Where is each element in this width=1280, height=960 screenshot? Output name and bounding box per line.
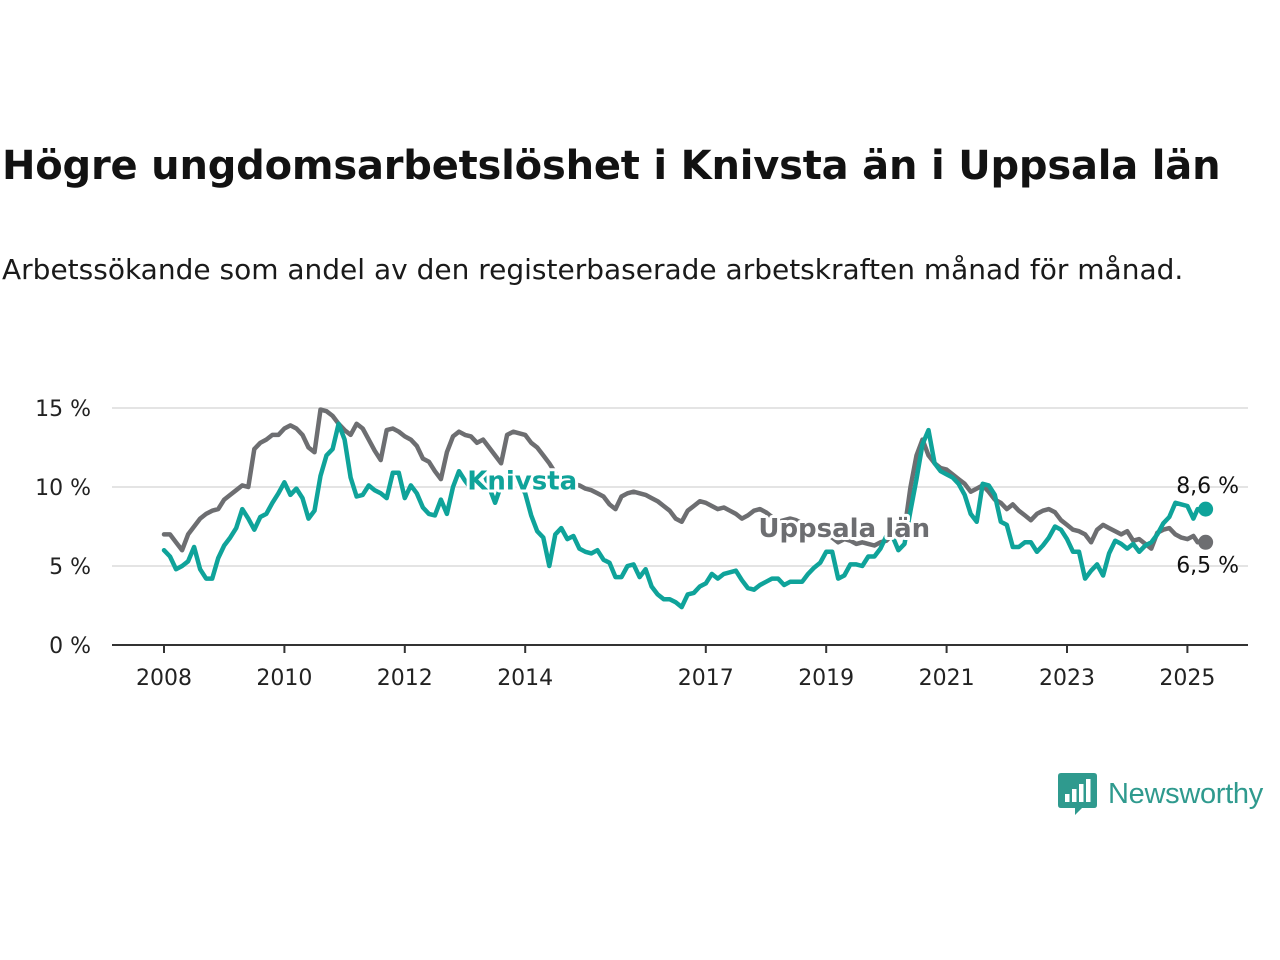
series-label-knivsta: Knivsta bbox=[467, 467, 577, 497]
x-tick-label: 2019 bbox=[798, 666, 854, 691]
brand-logo: Newsworthy bbox=[1058, 772, 1263, 816]
x-tick-label: 2014 bbox=[497, 666, 553, 691]
y-tick-label: 15 % bbox=[35, 397, 91, 422]
series-lines: 6,5 % 8,6 % bbox=[161, 407, 1239, 610]
end-point-knivsta bbox=[1198, 501, 1214, 517]
x-tick-label: 2012 bbox=[377, 666, 433, 691]
x-axis bbox=[112, 644, 1248, 653]
brand-name: Newsworthy bbox=[1108, 777, 1263, 810]
y-axis-tick-labels: 0 % 5 % 10 % 15 % bbox=[35, 397, 91, 659]
end-label-knivsta: 8,6 % bbox=[1176, 474, 1239, 499]
x-tick-label: 2008 bbox=[136, 666, 192, 691]
x-tick-label: 2025 bbox=[1159, 666, 1215, 691]
series-line-uppsala-lan bbox=[161, 407, 1200, 553]
series-annotations: Knivsta Uppsala län bbox=[464, 464, 933, 547]
chart-title: Högre ungdomsarbetslöshet i Knivsta än i… bbox=[2, 143, 1221, 189]
x-tick-label: 2017 bbox=[678, 666, 734, 691]
series-line-knivsta bbox=[161, 421, 1200, 610]
grid-lines bbox=[112, 407, 1248, 567]
end-label-uppsala-lan: 6,5 % bbox=[1176, 553, 1239, 578]
x-tick-label: 2021 bbox=[919, 666, 975, 691]
newsworthy-logo-icon bbox=[1058, 773, 1097, 815]
chart-subtitle: Arbetssökande som andel av den registerb… bbox=[2, 253, 1184, 286]
y-tick-label: 10 % bbox=[35, 476, 91, 501]
x-tick-label: 2010 bbox=[256, 666, 312, 691]
y-tick-label: 5 % bbox=[49, 555, 91, 580]
series-label-uppsala-lan: Uppsala län bbox=[758, 514, 930, 544]
end-point-uppsala-lan bbox=[1198, 534, 1214, 550]
x-tick-label: 2023 bbox=[1039, 666, 1095, 691]
x-axis-tick-labels: 2008 2010 2012 2014 2017 2019 2021 2023 2025 bbox=[136, 666, 1215, 691]
line-chart: 0 %5 %10 %15 % 2008 2010 2012 2014 2017 2019 2… bbox=[35, 397, 1248, 691]
y-tick-label: 0 % bbox=[49, 634, 91, 659]
